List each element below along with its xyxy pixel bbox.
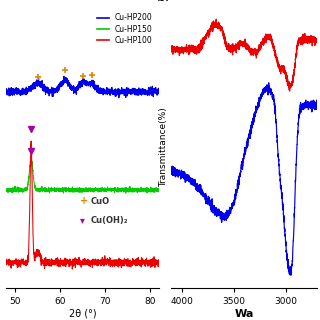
Text: Cu(OH)₂: Cu(OH)₂ [91, 216, 128, 225]
Text: ▾: ▾ [80, 215, 85, 225]
Y-axis label: Transmittance(%): Transmittance(%) [159, 107, 168, 187]
Legend: Cu-HP200, Cu-HP150, Cu-HP100: Cu-HP200, Cu-HP150, Cu-HP100 [94, 10, 156, 48]
Text: CuO: CuO [91, 196, 110, 205]
X-axis label: 2θ (°): 2θ (°) [69, 309, 97, 319]
Text: b.: b. [157, 0, 170, 4]
X-axis label: Wa: Wa [234, 309, 254, 319]
Text: +: + [80, 196, 88, 205]
